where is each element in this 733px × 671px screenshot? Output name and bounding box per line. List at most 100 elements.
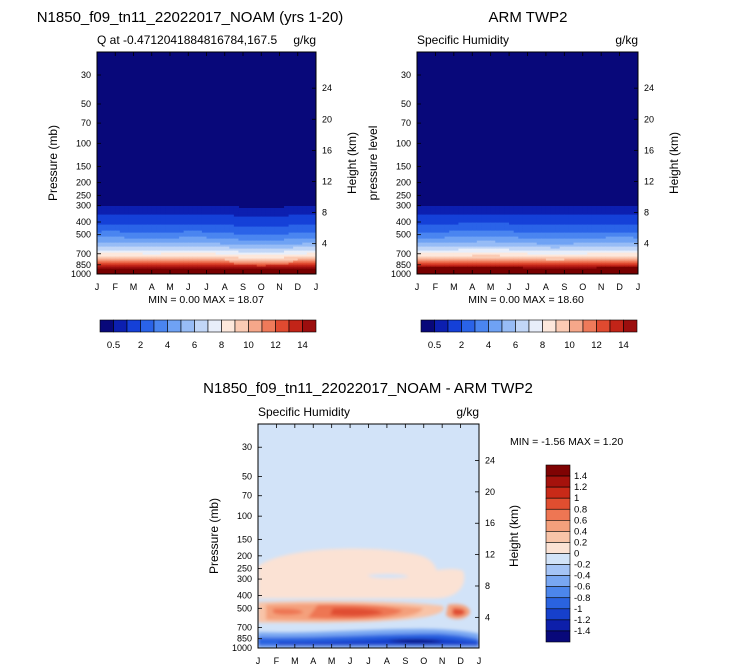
panel-model-cell [284,264,290,267]
panel-obs-cell [619,254,625,257]
panel-model-cell [247,248,253,251]
panel-obs-cell [458,216,464,219]
panel-model-cell [156,266,162,269]
panel-model-cell [160,272,167,274]
panel-model-cell [142,228,148,231]
panel-obs-cell [555,264,561,267]
panel-obs-cell [444,270,450,273]
panel-model-cell [293,258,299,261]
panel-obs-cell [513,228,519,231]
panel-model-cell [270,216,276,219]
panel-obs-column [532,206,538,274]
panel-obs-cell [545,244,552,247]
panel-model-cell [165,256,171,259]
panel-obs-cell [564,220,570,223]
panel-model-cell [151,270,157,273]
panel-obs-ytick-label: 400 [396,217,411,227]
panel-model-cell [243,220,249,223]
panel-obs-cell [509,268,515,271]
panel-model-cell [142,258,148,261]
panel-obs-cell [559,238,565,241]
panel-model-cell [270,252,276,255]
panel-model-cell [101,244,107,247]
panel-model-cell [206,236,212,239]
panel-obs-cell [463,268,469,271]
panel-obs-cell [591,262,598,265]
panel-obs-cell [417,222,423,225]
panel-obs-colorbar-swatch [555,319,570,333]
panel-obs-cell [421,222,427,225]
panel-model-cell [293,210,299,213]
panel-model-cell [179,244,185,247]
panel-model-cell [115,232,121,235]
panel-model-cell [106,266,112,269]
panel-obs-cell [527,260,533,263]
panel-obs-cell [490,262,496,265]
panel-obs-cell [624,230,630,233]
panel-obs-column [463,206,469,274]
panel-model-cell [165,254,171,257]
panel-obs-cell [582,222,588,225]
panel-model-column [156,206,162,274]
panel-model-cell [224,212,230,215]
panel-model-cell [197,220,203,223]
panel-obs-cell [518,244,524,247]
panel-model-cell [261,266,267,269]
panel-model-cell [133,266,139,269]
panel-obs-cell [624,234,630,237]
panel-obs-cell [619,206,625,209]
panel-obs-cell [467,206,473,209]
panel-obs-cell [527,234,533,237]
panel-model-cell [215,256,221,259]
panel-obs-cell [573,230,579,233]
panel-obs-cell [490,230,496,233]
panel-model-cell [115,220,121,223]
panel-obs-cell [610,258,616,261]
panel-model-cell [119,216,125,219]
panel-diff-colorbar-swatch [545,619,571,632]
panel-model-cell [119,256,125,259]
panel-obs-cell [430,238,437,241]
panel-obs-cell [541,234,547,237]
panel-obs-cell [527,246,533,249]
panel-obs-cell [610,234,616,237]
panel-obs-cell [578,224,584,227]
panel-model-cell [243,224,249,227]
panel-obs-cell [536,236,542,239]
panel-model-cell [261,244,267,247]
panel-model-cell [156,254,162,257]
panel-model-cell [119,208,125,211]
panel-obs-cell [421,210,427,213]
panel-model-cell [288,208,294,211]
panel-obs-ytick-label: 200 [396,178,411,188]
panel-model-cell [279,226,285,229]
panel-obs-cell [449,216,455,219]
panel-model-cell [220,208,226,211]
panel-model-cell [170,260,176,263]
panel-model-cell [220,258,226,261]
panel-model-cell [110,226,116,229]
panel-obs-cell [559,242,565,245]
panel-obs-cell [476,250,483,253]
panel-model-cell [229,216,235,219]
panel-obs-cell [504,272,510,274]
panel-obs-cell [499,226,506,229]
panel-obs-cell [444,228,450,231]
panel-model-cell [97,244,103,247]
panel-model-cell [206,214,212,217]
panel-model-cell [279,242,285,245]
panel-model-cell [274,266,281,269]
panel-obs-cell [573,242,579,245]
panel-obs-cell [564,214,570,217]
panel-model-cell [183,222,189,225]
panel-diff-ytick-label: 400 [237,591,252,601]
panel-obs-cell [417,258,423,261]
panel-obs-cell [582,242,588,245]
panel-obs-cell [559,214,565,217]
panel-obs-cell [596,262,602,265]
panel-obs-cell [481,264,487,267]
panel-model-cell [284,260,290,263]
panel-model-title: N1850_f09_tn11_22022017_NOAM (yrs 1-20) [37,9,344,26]
panel-obs-cell [495,230,501,233]
panel-obs-cell [481,246,487,249]
